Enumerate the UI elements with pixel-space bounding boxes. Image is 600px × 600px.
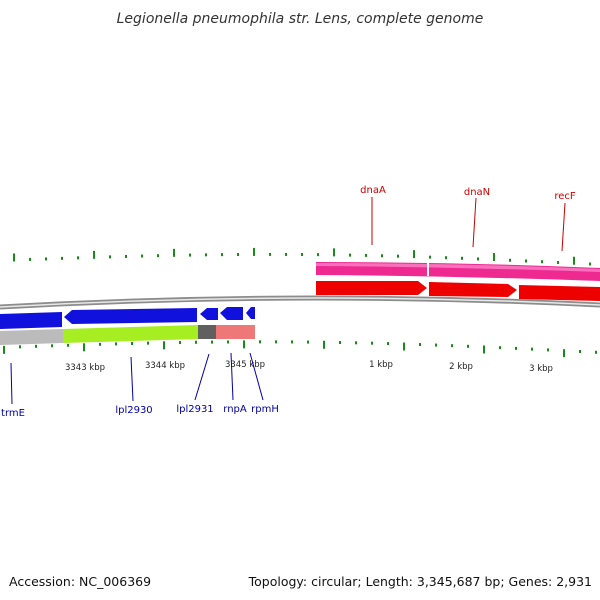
gene-lpl2930-arrow[interactable] [64,308,197,324]
map-title: Legionella pneumophila str. Lens, comple… [117,11,484,27]
gene-trmE-arrow[interactable] [0,312,62,329]
gene-label-dnaN[interactable]: dnaN [464,187,490,198]
leader-line [10,362,13,405]
leader-line [230,352,234,401]
gene-label-trmE[interactable]: trmE [1,408,25,419]
operon-bar-green [63,325,198,343]
tick-label: 2 kbp [449,362,473,372]
reverse-strand-track [0,307,255,345]
gene-label-lpl2930[interactable]: lpl2930 [115,405,152,416]
gene-label-recF[interactable]: recF [554,191,576,202]
accession-text: Accession: NC_006369 [9,574,151,589]
tick-label: 3345 kbp [225,360,265,370]
gene-recF-arrow[interactable] [519,285,600,301]
operon-bar-salmon [216,325,255,339]
gene-rpmH-arrow[interactable] [246,307,255,319]
forward-gene-labels: dnaA dnaN recF [360,185,576,252]
leader-line [561,202,566,252]
leader-line [249,352,264,401]
genome-summary-text: Topology: circular; Length: 3,345,687 bp… [248,574,592,589]
gene-label-lpl2931[interactable]: lpl2931 [176,404,213,415]
forward-strand-track [316,262,600,301]
operon-bar-dark [198,325,216,339]
operon-bar-highlight [316,263,600,272]
leader-line [194,353,210,401]
gene-label-rnpA[interactable]: rnpA [223,404,247,415]
tick-label: 1 kbp [369,360,393,370]
tick-label: 3343 kbp [65,363,105,373]
tick-labels: 3343 kbp 3344 kbp 3345 kbp 1 kbp 2 kbp 3… [65,360,553,374]
leader-line [472,197,477,248]
genome-backbone-inner [0,297,600,308]
tick-label: 3344 kbp [145,361,185,371]
tick-label: 3 kbp [529,364,553,374]
gene-lpl2931-arrow[interactable] [200,308,218,320]
gene-label-dnaA[interactable]: dnaA [360,185,386,196]
scale-ticks [3,247,597,358]
gene-dnaA-arrow[interactable] [316,281,427,295]
gene-label-rpmH[interactable]: rpmH [251,404,279,415]
gene-dnaN-arrow[interactable] [429,282,517,297]
operon-bar-gray [0,329,63,345]
leader-line [130,356,134,402]
gene-rnpA-arrow[interactable] [220,307,243,320]
reverse-gene-labels: trmE lpl2930 lpl2931 rnpA rpmH [1,352,279,419]
